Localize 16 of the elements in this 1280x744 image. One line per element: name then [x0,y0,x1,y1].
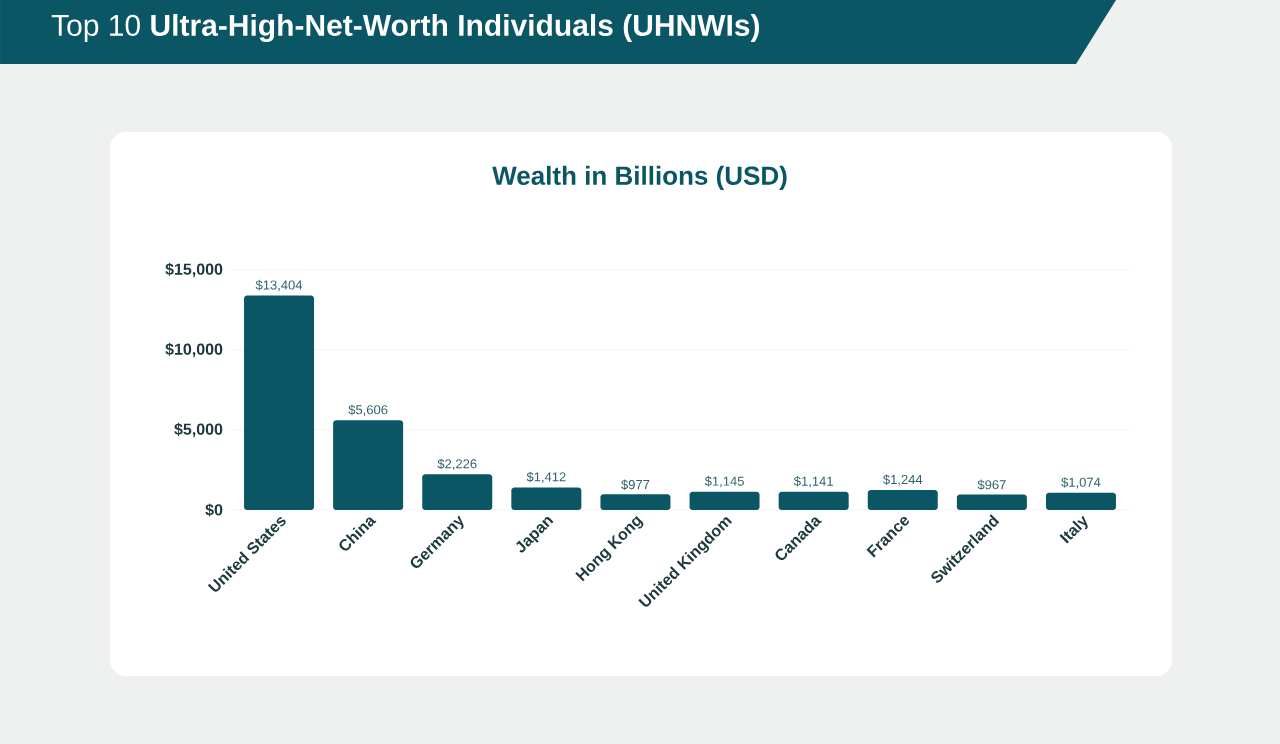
y-tick-label: $10,000 [165,342,223,358]
bar [778,491,849,510]
chart-title: Top 10 Ultra-High-Net-Worth Individuals (UHNWIs) [51,13,760,43]
chart-subtitle: Wealth in Billions (USD) [492,165,787,191]
y-tick-label: $15,000 [165,262,223,278]
bar [689,491,760,510]
bar [511,487,582,510]
y-tick-label: $5,000 [174,422,223,438]
y-tick-label: $0 [205,503,223,517]
bar [244,295,315,510]
bar [600,494,671,510]
bar [1045,492,1116,510]
bar [333,420,404,510]
bar [422,474,493,510]
bar [956,494,1027,510]
bar [867,490,938,510]
